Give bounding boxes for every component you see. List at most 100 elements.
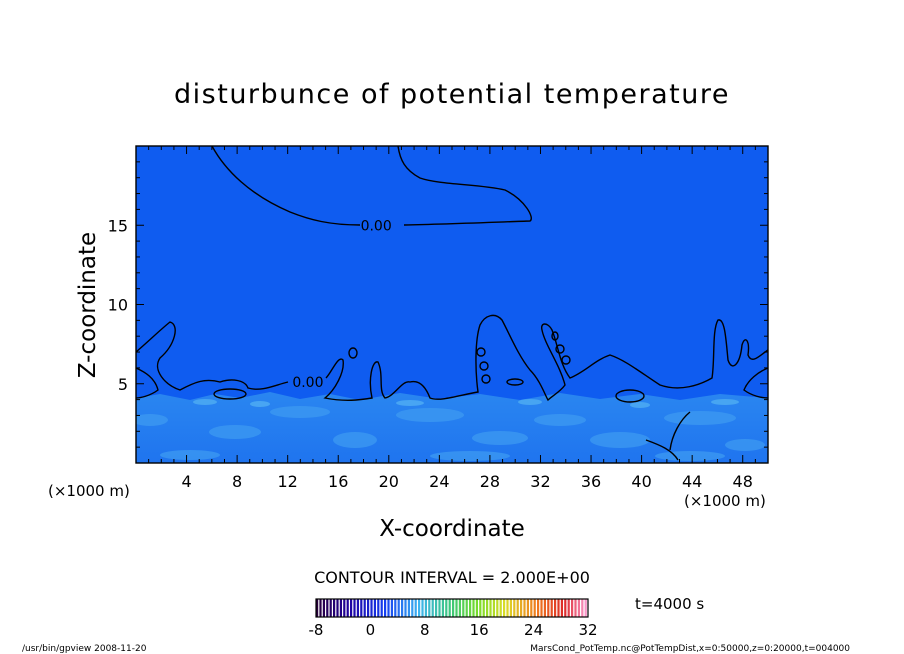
colorbar-swatch (333, 599, 336, 617)
colorbar-tick-label: 16 (470, 621, 489, 639)
colorbar-swatch (455, 599, 458, 617)
colorbar-swatch (526, 599, 530, 617)
contour-upper (211, 146, 532, 226)
colorbar-swatch (411, 599, 414, 617)
colorbar-swatch (567, 599, 570, 617)
colorbar-swatch (418, 599, 421, 617)
x-tick-label: 12 (278, 472, 298, 491)
contour-left-edge (136, 367, 159, 399)
colorbar-tick-label: 8 (420, 621, 430, 639)
colorbar-frame (315, 598, 589, 618)
colorbar-swatch (577, 599, 581, 617)
colorbar-swatch (506, 599, 509, 617)
x-tick-label: 32 (530, 472, 550, 491)
colorbar-tick-label: 0 (366, 621, 376, 639)
colorbar-swatch (554, 599, 557, 617)
colorbar-swatch (322, 599, 326, 617)
colorbar-swatch (401, 599, 404, 617)
footer-left: /usr/bin/gpview 2008-11-20 (22, 644, 147, 654)
x-tick-label: 4 (181, 472, 191, 491)
colorbar-swatch (557, 599, 560, 617)
colorbar-swatch (363, 599, 366, 617)
x-tick-label: 8 (232, 472, 242, 491)
colorbar-swatch (377, 599, 380, 617)
x-tick-label: 28 (480, 472, 500, 491)
colorbar-swatch (516, 599, 519, 617)
colorbar-tick-label: 24 (524, 621, 543, 639)
colorbar-swatch (482, 599, 485, 617)
colorbar-swatch (499, 599, 502, 617)
colorbar-swatch (390, 599, 394, 617)
colorbar-swatch (435, 599, 438, 617)
colorbar-swatch (431, 599, 434, 617)
contour-lines (136, 146, 768, 461)
colorbar-swatch (384, 599, 387, 617)
y-tick-label: 5 (118, 375, 128, 394)
x-axis-unit-left: (×1000 m) (48, 482, 130, 500)
x-axis-label: X-coordinate (379, 516, 525, 542)
colorbar-swatch (407, 599, 411, 617)
colorbar-swatch (513, 599, 516, 617)
colorbar-swatch (550, 599, 553, 617)
colorbar-swatch (339, 599, 343, 617)
colorbar-swatch (462, 599, 465, 617)
colorbar-swatch (509, 599, 513, 617)
chart-title: disturbunce of potential temperature (174, 79, 730, 110)
colorbar (316, 599, 587, 617)
x-axis-unit-right: (×1000 m) (684, 492, 766, 510)
y-axis: 5 10 15 (108, 161, 768, 448)
x-tick-label: 24 (429, 472, 449, 491)
colorbar-swatch (380, 599, 383, 617)
colorbar-swatch (343, 599, 346, 617)
colorbar-swatch (319, 599, 322, 617)
colorbar-swatch (329, 599, 332, 617)
colorbar-swatch (560, 599, 564, 617)
colorbar-swatch (445, 599, 448, 617)
colorbar-swatch (346, 599, 349, 617)
x-tick-label: 48 (733, 472, 753, 491)
colorbar-swatch (336, 599, 339, 617)
colorbar-swatch (492, 599, 496, 617)
colorbar-swatch (469, 599, 472, 617)
colorbar-swatch (458, 599, 462, 617)
colorbar-swatch (540, 599, 543, 617)
colorbar-swatch (472, 599, 475, 617)
colorbar-swatch (353, 599, 356, 617)
contour-labels: 0.00 0.00 (292, 218, 391, 391)
contour-right-edge (743, 367, 768, 399)
colorbar-swatch (397, 599, 400, 617)
colorbar-swatch (394, 599, 397, 617)
colorbar-tick-label: 32 (578, 621, 597, 639)
plot-area: 0.00 0.00 (136, 146, 768, 463)
colorbar-swatch (479, 599, 482, 617)
colorbar-swatch (367, 599, 370, 617)
colorbar-swatch (387, 599, 390, 617)
colorbar-swatch (486, 599, 489, 617)
colorbar-swatch (537, 599, 540, 617)
colorbar-swatch (547, 599, 550, 617)
contour-label: 0.00 (361, 218, 392, 234)
colorbar-tick-label: -8 (309, 621, 324, 639)
colorbar-swatch (414, 599, 417, 617)
colorbar-swatch (448, 599, 451, 617)
colorbar-swatch (465, 599, 468, 617)
colorbar-swatch (316, 599, 319, 617)
x-tick-label: 44 (682, 472, 702, 491)
colorbar-swatch (571, 599, 574, 617)
x-tick-label: 36 (581, 472, 601, 491)
colorbar-swatch (356, 599, 360, 617)
x-tick-label: 16 (328, 472, 348, 491)
y-axis-label: Z-coordinate (75, 232, 101, 378)
colorbar-swatch (326, 599, 329, 617)
x-axis: 4 8 12 16 20 24 28 32 36 40 44 48 (148, 146, 756, 491)
footer-right: MarsCond_PotTemp.nc@PotTempDist,x=0:5000… (530, 644, 850, 654)
colorbar-swatch (350, 599, 353, 617)
colorbar-swatch (543, 599, 547, 617)
y-tick-label: 15 (108, 216, 128, 235)
contour-label: 0.00 (292, 375, 323, 391)
time-label: t=4000 s (635, 595, 704, 613)
contour-interval: CONTOUR INTERVAL = 2.000E+00 (314, 568, 590, 587)
colorbar-swatch (581, 599, 584, 617)
colorbar-swatch (564, 599, 567, 617)
colorbar-swatch (404, 599, 407, 617)
